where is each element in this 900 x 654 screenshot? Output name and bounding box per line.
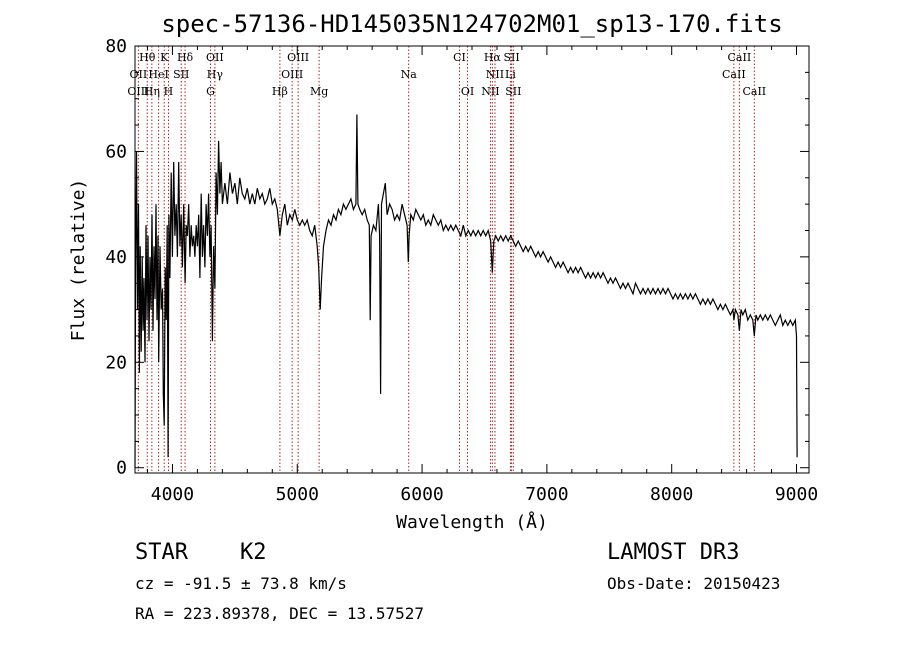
line-label-0: Hθ [139, 51, 156, 64]
line-label-26: SII [505, 85, 521, 98]
redshift-velocity: cz = -91.5 ± 73.8 km/s [135, 574, 347, 593]
coordinates: RA = 223.89378, DEC = 13.57527 [135, 604, 424, 623]
line-label-4: OIII [287, 51, 309, 64]
y-tick-label-3: 60 [105, 141, 127, 162]
line-label-18: OIII [127, 85, 149, 98]
line-label-27: CaII [742, 85, 766, 98]
observation-date: Obs-Date: 20150423 [607, 574, 780, 593]
line-label-20: H [164, 85, 174, 98]
chart-title: spec-57136-HD145035N124702M01_sp13-170.f… [161, 10, 782, 38]
y-tick-label-4: 80 [105, 36, 127, 57]
line-label-3: OII [206, 51, 224, 64]
line-label-9: OII [130, 68, 148, 81]
line-label-2: Hδ [177, 51, 194, 64]
line-label-22: Hβ [272, 85, 288, 98]
line-label-1: K [160, 51, 169, 64]
y-axis-ticks: 0 20 40 60 80 [105, 36, 809, 479]
x-tick-label-1: 5000 [276, 484, 319, 505]
line-label-19: Hη [144, 85, 160, 98]
line-label-14: Na [401, 68, 418, 81]
x-tick-label-0: 4000 [151, 484, 194, 505]
object-subclass: K2 [240, 540, 267, 565]
y-axis-label: Flux (relative) [68, 179, 89, 342]
y-tick-label-0: 0 [116, 458, 127, 479]
plot-frame [134, 45, 810, 474]
line-label-6: Hα [484, 51, 502, 64]
line-label-11: SII [173, 68, 189, 81]
y-tick-label-2: 40 [105, 247, 127, 268]
line-label-5: CI [453, 51, 466, 64]
x-tick-label-2: 6000 [400, 484, 443, 505]
emission-line-markers [137, 46, 755, 473]
x-tick-label-5: 9000 [775, 484, 818, 505]
line-label-21: G [206, 85, 215, 98]
x-axis-label: Wavelength (Å) [396, 511, 548, 533]
x-axis-ticks: 4000 5000 6000 7000 8000 9000 [146, 46, 818, 505]
survey-name: LAMOST DR3 [607, 540, 739, 565]
line-label-7: SII [503, 51, 519, 64]
line-label-8: CaII [728, 51, 752, 64]
line-label-12: Hγ [207, 68, 224, 81]
x-tick-label-3: 7000 [525, 484, 568, 505]
y-tick-label-1: 20 [105, 352, 127, 373]
object-class: STAR [135, 540, 189, 565]
line-label-24: OI [461, 85, 474, 98]
line-label-23: Mg [310, 85, 328, 98]
line-label-16: Li [505, 68, 516, 81]
line-label-10: HeI [148, 68, 168, 81]
line-label-17: CaII [722, 68, 746, 81]
spectrum-line [134, 114, 798, 468]
line-label-15: NII [486, 68, 504, 81]
line-label-13: OIII [281, 68, 303, 81]
x-tick-label-4: 8000 [650, 484, 693, 505]
line-label-25: NII [481, 85, 499, 98]
